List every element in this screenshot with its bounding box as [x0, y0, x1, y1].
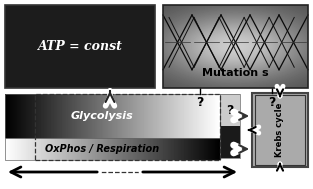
Text: Glycolysis: Glycolysis [70, 111, 133, 121]
Text: ?: ? [226, 104, 234, 116]
Bar [254, 94, 305, 166]
Text: ?: ? [268, 97, 276, 109]
Text: OxPhos / Respiration: OxPhos / Respiration [45, 144, 159, 154]
Bar [35, 94, 220, 160]
Bar [163, 5, 308, 88]
Text: ?: ? [196, 97, 204, 109]
Bar [252, 93, 308, 167]
Text: Krebs cycle: Krebs cycle [275, 103, 285, 157]
Bar [5, 5, 155, 88]
Bar [5, 94, 220, 138]
Text: ATP = const: ATP = const [38, 40, 122, 53]
Bar [220, 94, 240, 126]
Text: Mutation s: Mutation s [202, 68, 269, 78]
Bar [220, 126, 240, 158]
Bar [5, 138, 220, 160]
Bar [220, 94, 240, 158]
